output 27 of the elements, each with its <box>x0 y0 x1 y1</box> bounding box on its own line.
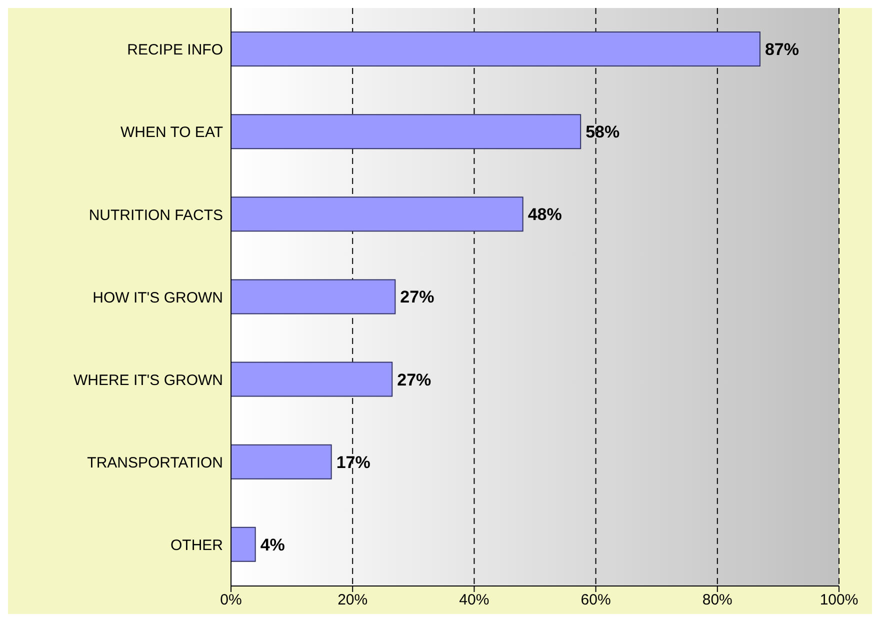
bar <box>231 279 396 314</box>
bar <box>231 32 760 66</box>
bar <box>231 114 582 150</box>
data-label: 27% <box>400 288 434 307</box>
bar <box>231 362 393 397</box>
y-tick-label: NUTRITION FACTS <box>88 206 223 224</box>
x-tick-label: 0% <box>220 592 242 609</box>
x-tick-label: 40% <box>459 592 490 609</box>
data-label: 48% <box>528 205 562 224</box>
y-tick-label: OTHER <box>170 537 224 554</box>
x-tick-label: 100% <box>820 592 858 609</box>
y-tick-label: WHERE IT'S GROWN <box>73 372 223 389</box>
x-tick-label: 60% <box>580 592 611 609</box>
bar <box>231 526 256 562</box>
data-label: 17% <box>336 452 370 472</box>
data-label: 87% <box>764 40 799 59</box>
x-tick-label: 20% <box>338 592 368 609</box>
y-tick-label: WHEN TO EAT <box>120 124 223 142</box>
y-tick-label: HOW IT'S GROWN <box>92 289 223 306</box>
bar <box>231 196 524 232</box>
data-label: 27% <box>397 370 432 390</box>
y-tick-label: TRANSPORTATION <box>87 454 223 472</box>
data-label: 4% <box>260 535 285 554</box>
x-tick-label: 80% <box>702 592 732 609</box>
y-tick-label: RECIPE INFO <box>127 42 223 59</box>
bar <box>231 444 332 480</box>
data-label: 58% <box>586 122 620 142</box>
